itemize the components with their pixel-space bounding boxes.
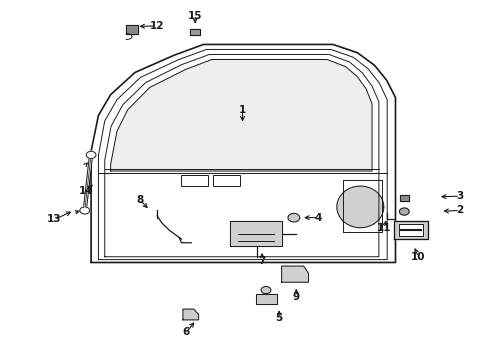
- Polygon shape: [400, 195, 409, 201]
- Text: 7: 7: [258, 256, 266, 266]
- Text: 2: 2: [456, 206, 464, 216]
- Text: 9: 9: [293, 292, 300, 302]
- Text: 3: 3: [456, 191, 464, 201]
- Text: 4: 4: [315, 213, 322, 222]
- Text: 8: 8: [136, 195, 144, 205]
- Circle shape: [261, 287, 271, 294]
- Circle shape: [86, 151, 96, 158]
- Text: 15: 15: [188, 11, 202, 21]
- Text: 6: 6: [183, 327, 190, 337]
- Circle shape: [80, 207, 90, 214]
- Circle shape: [288, 213, 300, 222]
- Polygon shape: [183, 309, 198, 320]
- Text: 5: 5: [275, 313, 283, 323]
- Bar: [181, 175, 208, 186]
- Text: 12: 12: [150, 21, 164, 31]
- Polygon shape: [394, 221, 428, 239]
- Text: 1: 1: [239, 105, 246, 115]
- Polygon shape: [126, 25, 138, 35]
- Polygon shape: [256, 294, 277, 304]
- Polygon shape: [399, 225, 423, 236]
- Polygon shape: [190, 29, 200, 35]
- Bar: [213, 175, 240, 186]
- Polygon shape: [282, 266, 309, 282]
- Polygon shape: [230, 221, 282, 246]
- Polygon shape: [337, 186, 384, 228]
- Text: 13: 13: [47, 215, 62, 224]
- Text: 11: 11: [377, 224, 392, 233]
- Text: 10: 10: [411, 252, 426, 262]
- Polygon shape: [111, 59, 372, 171]
- Text: 14: 14: [79, 186, 94, 196]
- Circle shape: [399, 208, 409, 215]
